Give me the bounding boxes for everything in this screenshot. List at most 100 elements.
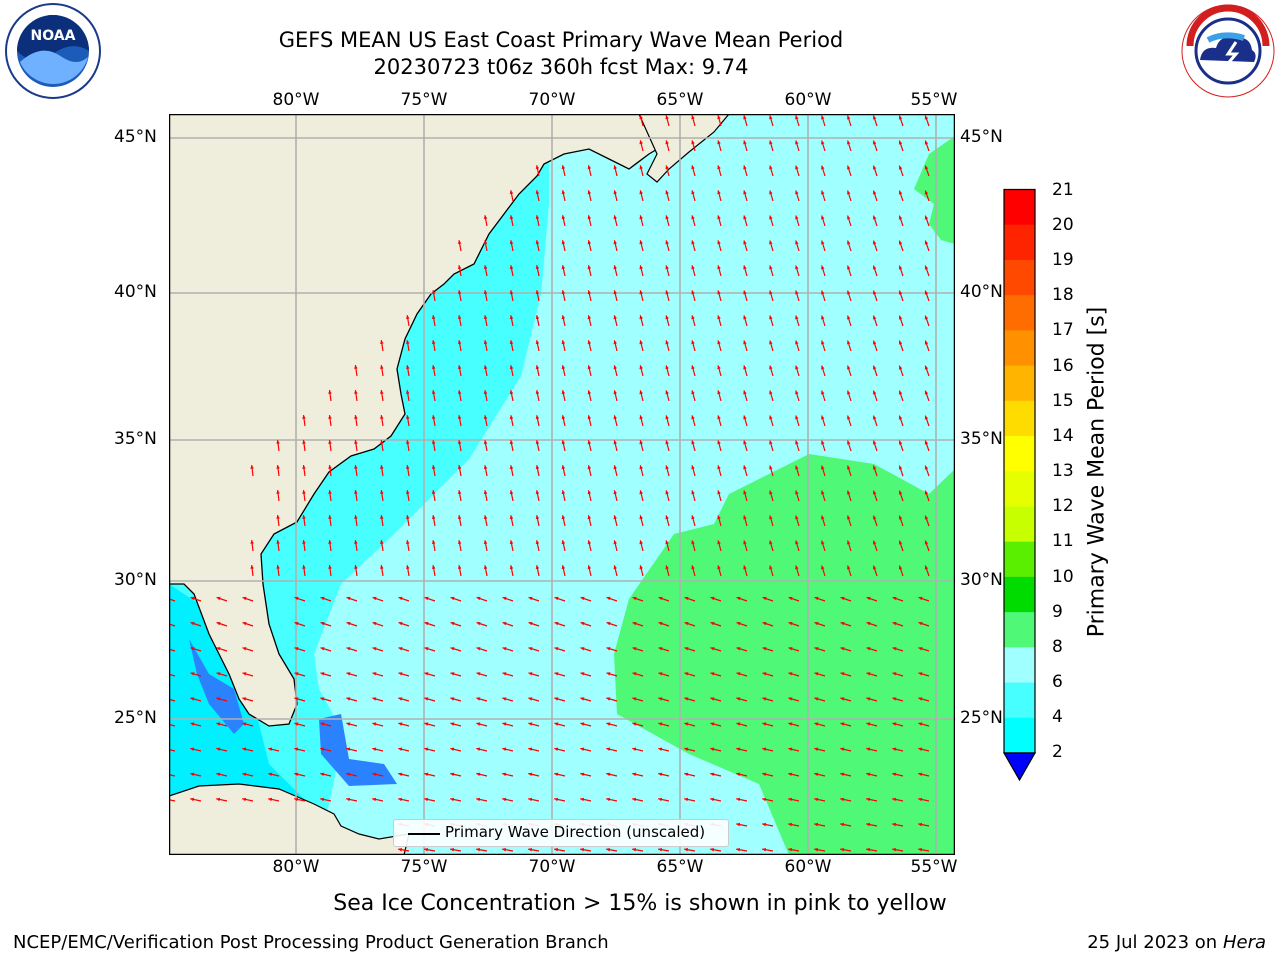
wave-arrow-head [424, 697, 429, 701]
wave-arrow-head [580, 697, 585, 701]
wave-arrow-head [554, 697, 559, 701]
wave-arrow-head [406, 565, 410, 569]
wave-arrow-head [476, 621, 481, 626]
wave-arrow-head [294, 722, 299, 726]
wave-arrow-head [918, 697, 923, 701]
period-field-9to10 [614, 454, 955, 855]
wave-arrow-head [632, 647, 637, 651]
wave-arrow-head [502, 697, 507, 701]
wave-arrow-head [528, 697, 533, 701]
wave-arrow-head [847, 115, 851, 120]
wave-arrow-head [561, 390, 566, 395]
wave-arrow-head [476, 722, 481, 726]
wave-arrow-head [302, 565, 306, 569]
wave-arrow-head [380, 440, 384, 444]
wave-arrow-head [691, 265, 695, 270]
wave-arrow-head [866, 697, 871, 701]
wave-arrow-head [658, 647, 663, 651]
wave-arrow-head [587, 390, 592, 395]
lon-label-top: 70°W [528, 90, 576, 110]
wave-arrow-head [639, 540, 643, 545]
wave-arrow-head [717, 140, 721, 145]
wave-arrow-head [847, 540, 851, 545]
wave-arrow-head [580, 672, 585, 676]
wave-arrow-head [509, 215, 514, 220]
colorbar-tick: 18 [1052, 285, 1074, 305]
wave-arrow-head [918, 621, 923, 626]
wave-arrow-head [717, 240, 721, 245]
wave-arrow-head [294, 797, 299, 802]
wave-arrow-head [665, 315, 669, 320]
wave-arrow-head [242, 747, 247, 751]
wave-arrow-head [743, 540, 747, 545]
wave-arrow-head [639, 415, 643, 420]
wave-arrow-head [354, 440, 358, 444]
wave-arrow-head [717, 465, 721, 470]
wave-arrow-head [276, 440, 280, 444]
wave-arrow-head [509, 465, 514, 470]
colorbar-segment [1004, 541, 1035, 578]
wave-arrow-head [372, 697, 377, 701]
wave-arrow-head [380, 515, 384, 519]
wave-arrow-head [821, 365, 825, 370]
wave-arrow-head [898, 515, 903, 520]
colorbar-segment [1004, 471, 1035, 507]
wave-arrow-head [788, 596, 793, 601]
wave-arrow-head [924, 265, 929, 270]
wave-arrow-head [717, 190, 721, 195]
wave-arrow-head [639, 490, 643, 495]
wave-arrow-head [554, 747, 559, 751]
wave-arrow-head [769, 515, 773, 520]
wave-arrow-head [554, 722, 559, 726]
wave-arrow-head [918, 722, 923, 726]
wave-arrow-head [528, 747, 533, 751]
wave-arrow-head [665, 390, 669, 395]
wave-arrow-head [821, 215, 825, 220]
wave-arrow-head [691, 165, 695, 170]
wave-arrow-head [710, 596, 715, 601]
wave-arrow-head [872, 240, 877, 245]
wave-arrow-head [924, 540, 929, 545]
wave-arrow-head [847, 215, 851, 220]
wave-arrow-head [769, 565, 773, 570]
wave-arrow-head [528, 847, 532, 852]
title-line-1: GEFS MEAN US East Coast Primary Wave Mea… [278, 28, 844, 52]
lon-label-top: 65°W [656, 90, 704, 110]
wave-arrow-head [535, 415, 540, 420]
wave-arrow-head [665, 540, 669, 545]
wave-arrow-head [268, 772, 273, 777]
wave-arrow-head [346, 722, 351, 726]
wave-arrow-head [535, 215, 540, 220]
wave-arrow-head [872, 440, 877, 445]
wave-arrow-head [580, 772, 585, 777]
wave-arrow-head [795, 265, 799, 270]
colorbar-tick: 16 [1052, 356, 1074, 376]
wave-arrow-head [509, 415, 514, 420]
wave-arrow-head [483, 540, 488, 545]
wave-arrow-head [769, 165, 773, 170]
colorbar-tick: 10 [1052, 567, 1074, 587]
wave-arrow-head [502, 596, 507, 601]
wave-arrow-head [509, 390, 514, 395]
land-nova-scotia [638, 114, 730, 183]
wave-arrow-head [242, 697, 247, 701]
wave-arrow-head [502, 847, 506, 852]
wave-arrow-head [736, 697, 741, 701]
wave-arrow-head [840, 822, 845, 827]
wave-arrow-head [658, 797, 663, 802]
colorbar-segment [1004, 612, 1035, 648]
wave-arrow-head [328, 440, 332, 444]
wave-arrow-head [509, 515, 514, 520]
wave-arrow-head [814, 772, 819, 777]
wave-arrow-head [639, 265, 643, 270]
wave-arrow-head [380, 415, 384, 419]
wave-arrow-head [535, 490, 540, 495]
wave-arrow-head [736, 596, 741, 601]
wave-arrow-head [431, 565, 436, 569]
wave-arrow-head [717, 390, 721, 395]
wave-arrow-head [372, 747, 377, 751]
wave-arrow-head [691, 315, 695, 320]
wave-arrow-head [717, 365, 721, 370]
lat-label-right: 40°N [960, 282, 1003, 302]
wave-arrow-head [457, 340, 462, 344]
